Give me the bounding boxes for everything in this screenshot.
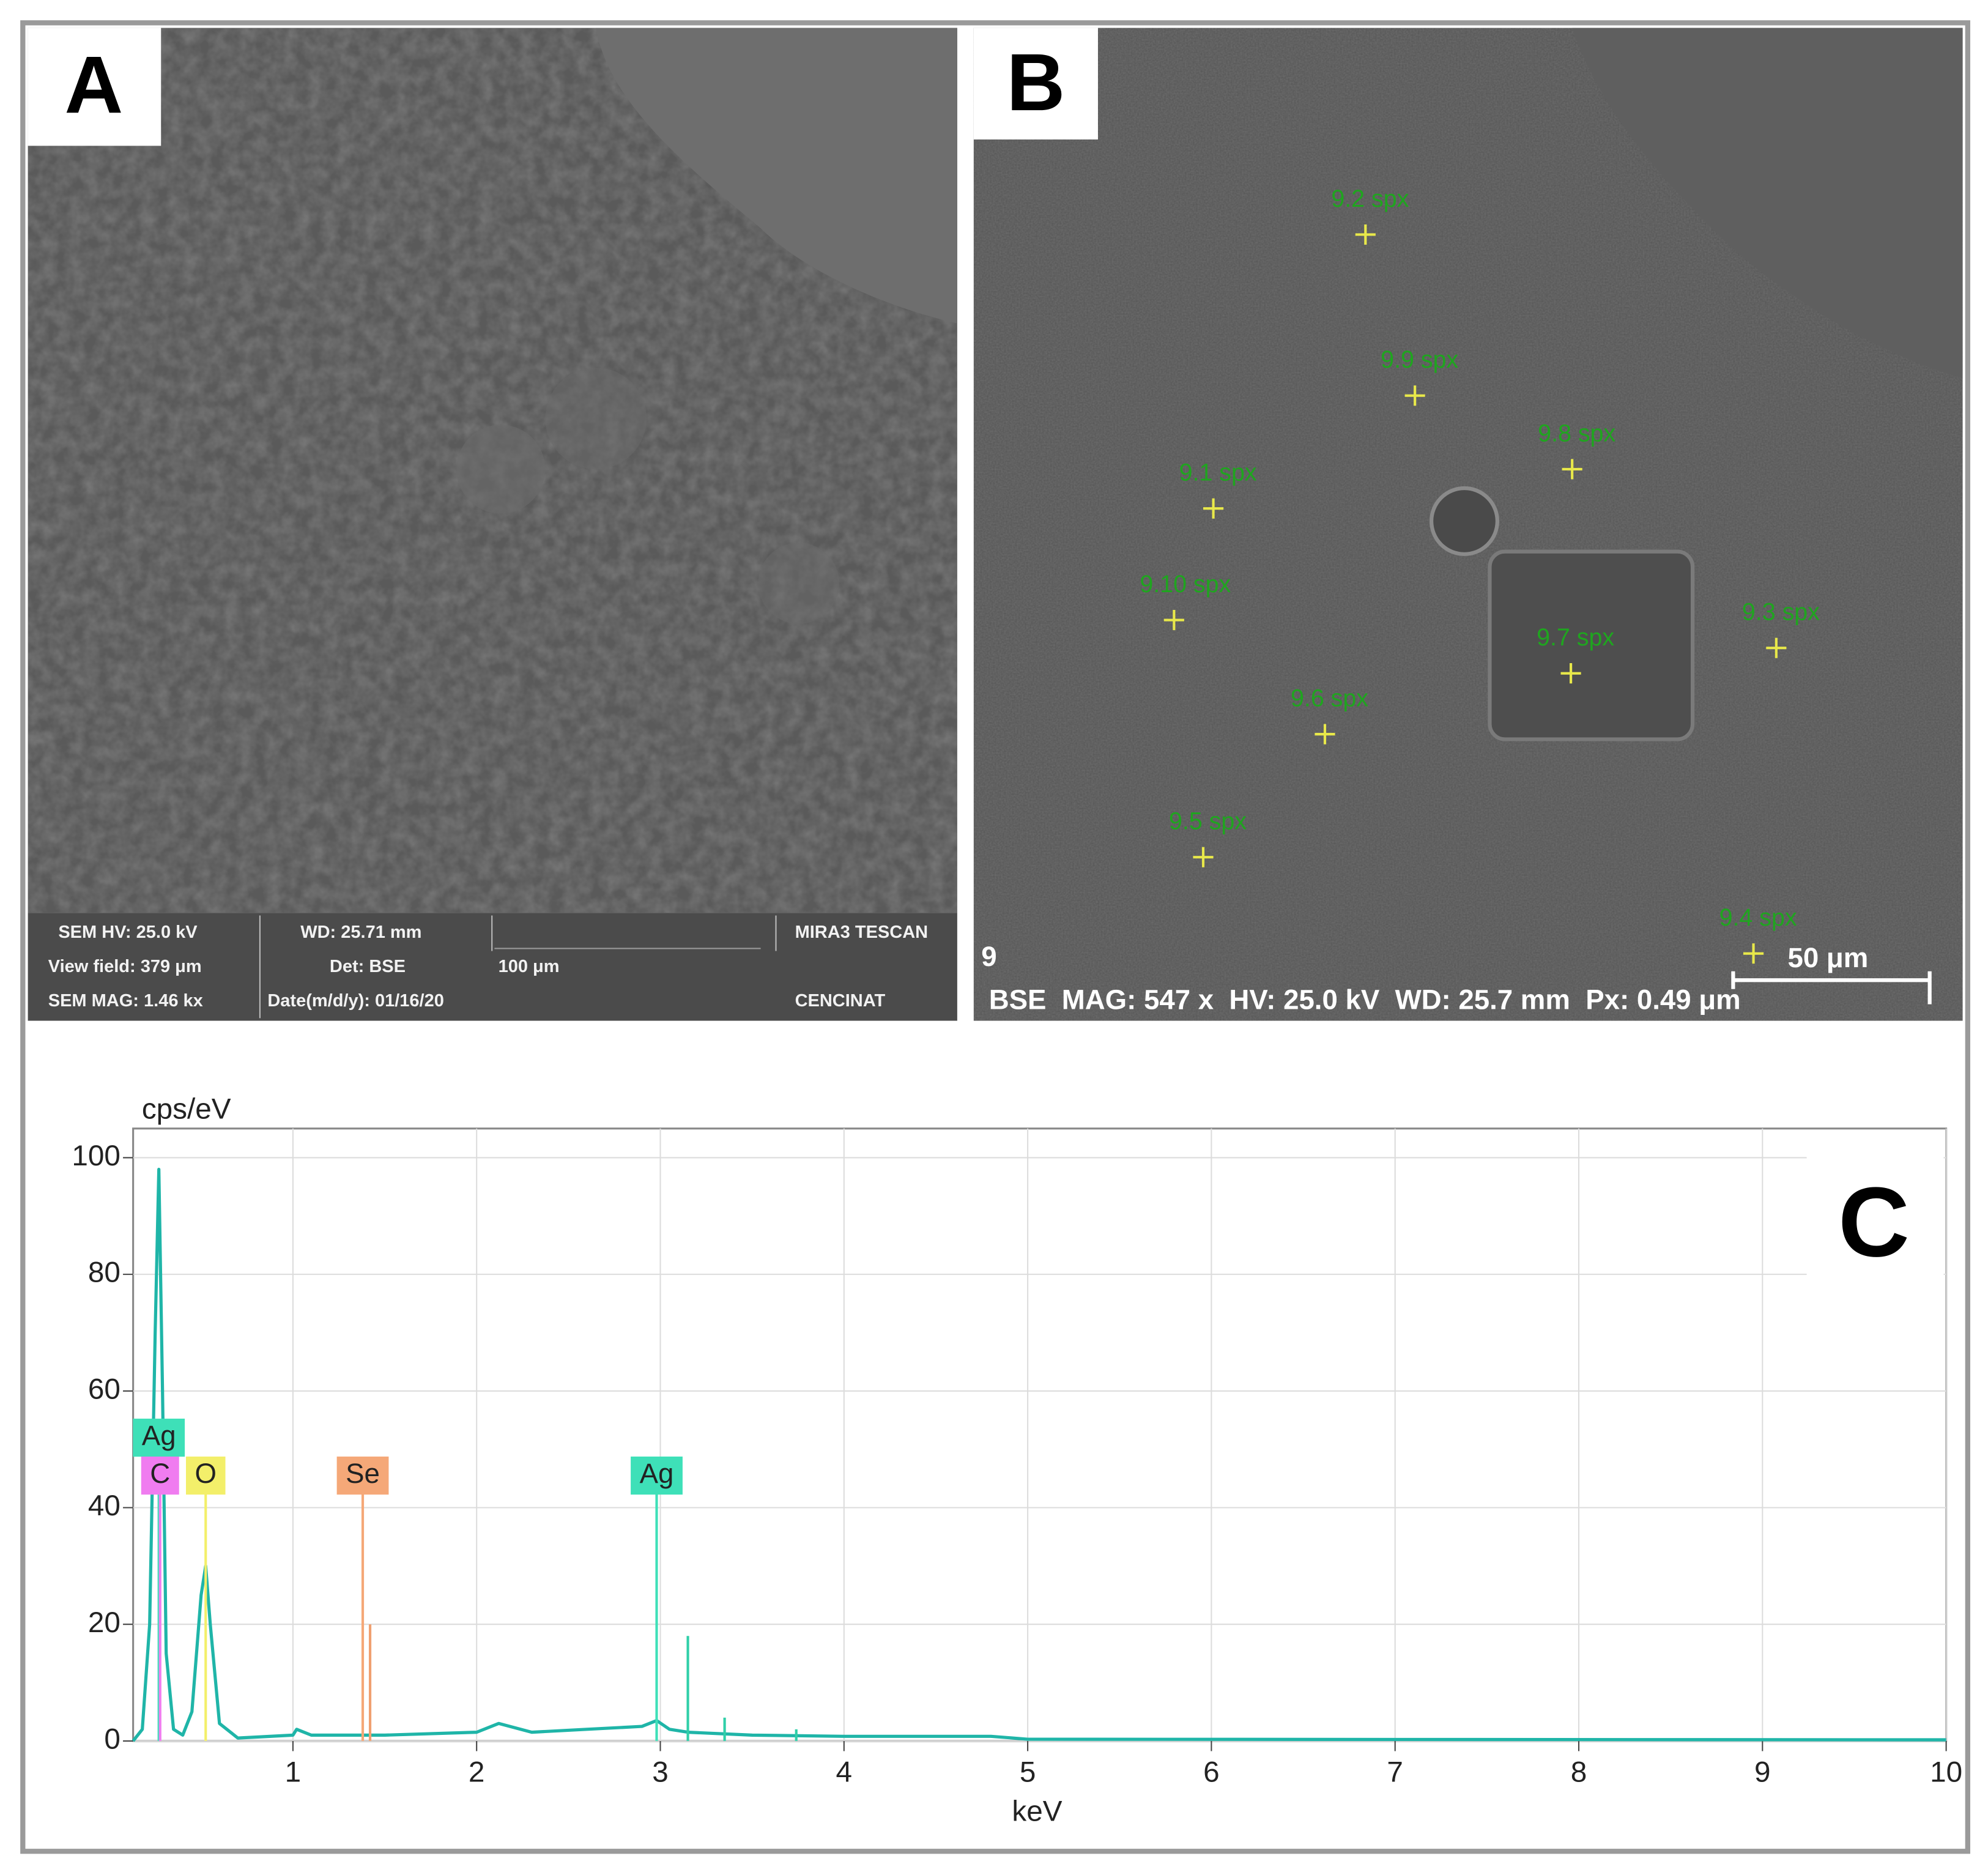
y-axis-label: cps/eV [142, 1093, 231, 1125]
peak-label: Ag [640, 1458, 674, 1489]
spot-marker [1743, 943, 1764, 964]
info-text: WD: 25.71 mm [300, 923, 421, 942]
frame-number: 9 [981, 941, 996, 972]
spot-marker [1163, 610, 1184, 631]
spot-label: 9.7 spx [1537, 624, 1614, 651]
panel-label-box [1806, 1147, 1944, 1306]
panel-label: A [64, 40, 123, 130]
spot-marker [1562, 459, 1582, 480]
spot-marker [1560, 663, 1581, 684]
peak-label: Se [346, 1458, 380, 1489]
info-text: 100 μm [499, 957, 560, 976]
y-tick-label: 40 [88, 1490, 121, 1522]
spot-marker [1193, 847, 1214, 867]
peak-label-box [336, 1456, 389, 1495]
panel-a: SEM HV: 25.0 kV WD: 25.71 mm MIRA3 TESCAN V… [28, 28, 957, 1021]
spot-label: 9.2 spx [1331, 185, 1409, 212]
x-axis-label: keV [1012, 1795, 1062, 1828]
info-text: Date(m/d/y): 01/16/20 [267, 991, 444, 1011]
peak-label-box [133, 1419, 185, 1457]
plot-area [132, 1127, 1948, 1742]
spot-label: 9.6 spx [1291, 685, 1368, 712]
x-tick-label: 7 [1387, 1756, 1403, 1788]
panel-label-box [28, 28, 161, 146]
panel-label: C [1838, 1167, 1910, 1277]
peak-label-box [186, 1456, 226, 1495]
y-tick-label: 0 [104, 1723, 121, 1756]
y-tick-label: 20 [88, 1606, 121, 1639]
sem-feature [1429, 486, 1499, 556]
sem-feature [456, 425, 546, 514]
scale-bar [1731, 971, 1932, 1004]
x-tick-label: 2 [469, 1756, 485, 1788]
info-text: MIRA3 TESCAN [795, 923, 929, 942]
x-tick-label: 1 [285, 1756, 302, 1788]
spot-marker [1355, 224, 1376, 245]
spot-label: 9.10 spx [1140, 571, 1231, 598]
spot-marker [1203, 498, 1224, 519]
info-text: SEM HV: 25.0 kV [58, 923, 198, 942]
spot-marker [1766, 637, 1787, 658]
sem-feature [758, 543, 840, 624]
peak-label: C [150, 1458, 170, 1489]
peak-label-box [631, 1456, 683, 1495]
y-tick-label: 80 [88, 1257, 121, 1289]
x-tick-label: 6 [1203, 1756, 1220, 1788]
peak-label-box [141, 1456, 179, 1495]
sem-feature [1488, 549, 1695, 741]
x-tick-label: 4 [836, 1756, 853, 1788]
sem-particle [1572, 28, 1963, 378]
x-tick-label: 5 [1020, 1756, 1036, 1788]
scale-label: 50 μm [1788, 942, 1869, 973]
spot-label: 9.5 spx [1169, 808, 1247, 835]
peak-label: O [195, 1458, 217, 1489]
spot-marker [1315, 724, 1335, 744]
panel-label: B [1007, 37, 1066, 128]
info-text: SEM MAG: 1.46 kx [48, 991, 203, 1011]
sem-particle [596, 28, 957, 324]
info-text: BSE MAG: 547 x HV: 25.0 kV WD: 25.7 mm P… [989, 984, 1741, 1015]
info-text: CENCINAT [795, 991, 886, 1011]
sem-feature [545, 368, 647, 469]
info-text: View field: 379 μm [48, 957, 202, 976]
panel-b: 9.2 spx 9.9 spx 9.8 spx 9.1 spx 9.10 spx 9.3 … [973, 28, 1963, 1021]
panel-label-box [973, 28, 1098, 140]
spot-marker [1404, 385, 1425, 406]
x-tick-label: 3 [652, 1756, 669, 1788]
spot-label: 9.8 spx [1538, 420, 1615, 447]
y-tick-label: 60 [88, 1373, 121, 1405]
spot-label: 9.1 spx [1179, 459, 1257, 486]
y-tick-label: 100 [72, 1140, 121, 1172]
x-tick-label: 8 [1571, 1756, 1587, 1788]
spot-label: 9.4 spx [1719, 904, 1797, 931]
x-tick-label: 9 [1754, 1756, 1771, 1788]
spot-label: 9.3 spx [1742, 599, 1820, 626]
spot-label: 9.9 spx [1381, 346, 1458, 373]
info-text: Det: BSE [330, 957, 406, 976]
peak-label: Ag [142, 1420, 176, 1451]
x-tick-label: 10 [1930, 1756, 1962, 1788]
